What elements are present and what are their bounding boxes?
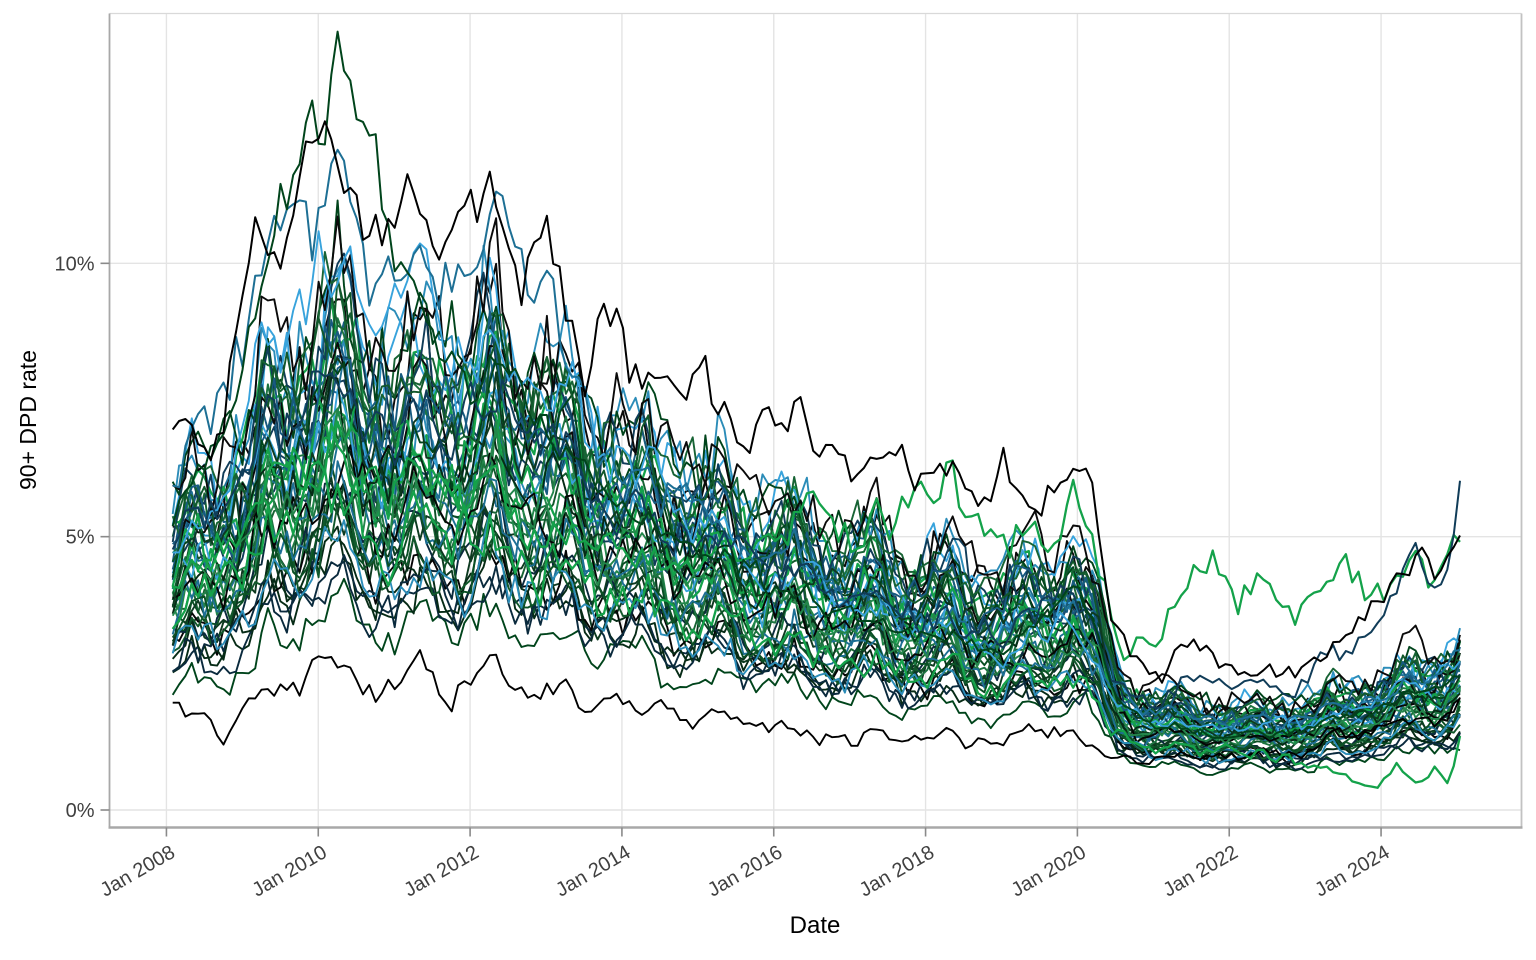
- series-line-cluster-47: [171, 407, 1461, 746]
- series-line-green-high-post2020: [172, 422, 1461, 662]
- series-line-navy-end-spike: [171, 370, 1461, 709]
- x-tick-label: Jan 2020: [1008, 841, 1090, 901]
- series-line-light-blue-high: [172, 230, 1461, 732]
- series-line-cluster-42: [171, 484, 1461, 756]
- series-line-bottom-black-envelope: [172, 649, 1461, 765]
- x-tick-label: Jan 2008: [97, 841, 179, 901]
- series-line-cluster-48: [172, 215, 1461, 721]
- x-tick-label: Jan 2010: [248, 841, 330, 901]
- x-tick-label: Jan 2012: [400, 841, 482, 901]
- y-tick-label: 0%: [66, 800, 95, 822]
- x-tick-label: Jan 2022: [1159, 841, 1241, 901]
- x-tick-label: Jan 2024: [1311, 841, 1393, 901]
- y-axis-title: 90+ DPD rate: [15, 350, 41, 490]
- series-line-steel-blue-high: [172, 148, 1461, 731]
- y-tick-label: 5%: [66, 527, 95, 549]
- series-line-green-low-outlier: [171, 468, 1462, 789]
- series-line-cluster-37: [171, 250, 1461, 725]
- y-tick-label: 10%: [54, 253, 94, 275]
- x-tick-label: Jan 2014: [552, 841, 634, 901]
- x-tick-label: Jan 2018: [856, 841, 938, 901]
- series-line-cluster-01: [171, 577, 1461, 776]
- series-line-upper-black-envelope: [171, 120, 1461, 684]
- x-axis-title: Date: [789, 912, 841, 939]
- x-tick-label: Jan 2016: [704, 841, 786, 901]
